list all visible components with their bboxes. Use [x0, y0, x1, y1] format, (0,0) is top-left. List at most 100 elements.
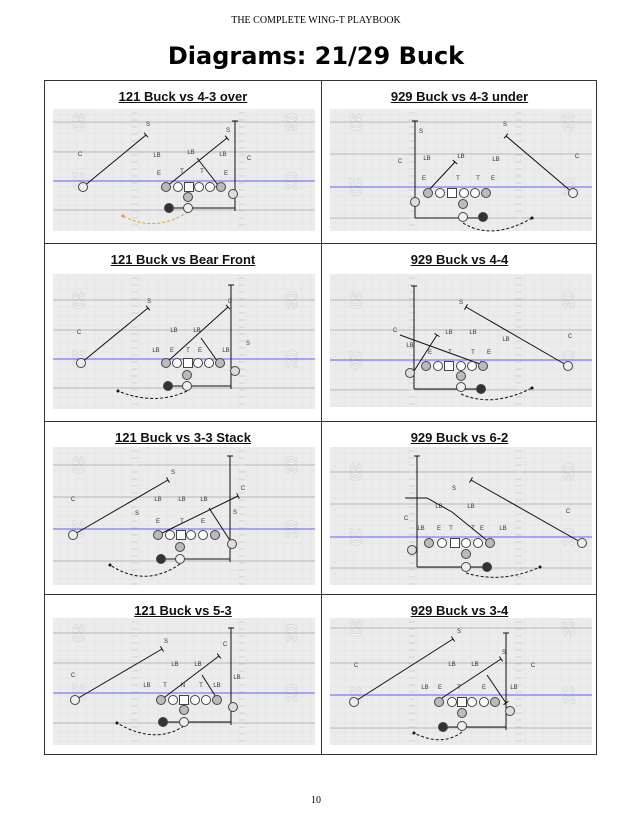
defender-label: LB [143, 683, 150, 689]
field-background [330, 109, 592, 231]
center-player [444, 361, 454, 371]
halfback-player [482, 562, 492, 572]
defender-label: LB [233, 675, 240, 681]
lineman-player [470, 188, 480, 198]
lineman-player [186, 530, 196, 540]
defender-label: LB [435, 504, 442, 510]
blocking-route [80, 307, 149, 364]
yard-number: 30 [69, 291, 86, 309]
block-tee [464, 304, 468, 310]
defender-label: T [163, 683, 167, 689]
lineman-player [424, 538, 434, 548]
center-player [176, 530, 186, 540]
blocking-route [413, 334, 438, 372]
wingback-player [410, 197, 420, 207]
defender-label: LB [492, 157, 499, 163]
lineman-player [165, 530, 175, 540]
arrow-head-icon [116, 389, 120, 393]
block-tee [166, 477, 170, 483]
lineman-player [212, 695, 222, 705]
motion-path [116, 722, 185, 736]
lineman-player [173, 182, 183, 192]
blocking-route [399, 334, 481, 365]
diagram-grid: 121 Buck vs 4-3 over 30 30 20 20 S S C LB LB LB C E T… [44, 80, 597, 755]
center-player [183, 358, 193, 368]
quarterback-player [458, 199, 468, 209]
defender-label: S [419, 129, 423, 135]
yard-number: 30 [561, 619, 578, 637]
halfback-player [163, 381, 173, 391]
defender-label: E [201, 519, 205, 525]
halfback-player [158, 717, 168, 727]
split-end-player [78, 182, 88, 192]
defender-label: E [156, 519, 160, 525]
lineman-player [481, 188, 491, 198]
block-tee [160, 646, 164, 652]
lineman-player [459, 188, 469, 198]
defender-label: C [71, 497, 76, 503]
play-diagram: 121 Buck vs 5-3 30 30 20 20 S C C LB LB LB LB T N T LB [45, 594, 321, 755]
defender-label: LB [423, 156, 430, 162]
defender-label: C [575, 154, 580, 160]
defender-label: C [78, 152, 83, 158]
fullback-player [182, 381, 192, 391]
lineman-player [434, 697, 444, 707]
block-tee [498, 656, 504, 662]
blocking-route [353, 638, 454, 703]
field-diagram: 30302020SCCLBLBLBETELBS [53, 274, 315, 409]
defender-label: S [503, 122, 507, 128]
arrow-head-icon [121, 214, 125, 218]
lineman-player [485, 538, 495, 548]
quarterback-player [457, 708, 467, 718]
defender-label: S [164, 639, 168, 645]
defender-label: T [456, 176, 460, 182]
block-tee [503, 133, 509, 139]
lineman-player [447, 697, 457, 707]
defender-label: LB [178, 497, 185, 503]
lineman-player [193, 358, 203, 368]
defender-label: S [171, 470, 175, 476]
defender-label: LB [445, 330, 452, 336]
defender-label: S [452, 486, 456, 492]
blocking-route [486, 674, 507, 704]
defender-label: E [422, 176, 426, 182]
arrow-head-icon [530, 386, 534, 390]
defender-label: T [180, 519, 184, 525]
blocking-route [82, 134, 147, 188]
defender-label: LB [467, 504, 474, 510]
defender-label: T [180, 169, 184, 175]
fullback-player [183, 203, 193, 213]
lineman-player [172, 358, 182, 368]
halfback-player [164, 203, 174, 213]
defender-label: T [199, 683, 203, 689]
fullback-player [456, 382, 466, 392]
blocking-route [72, 479, 169, 536]
block-tee [224, 135, 230, 141]
yard-number: 30 [284, 113, 301, 131]
defender-label: S [146, 122, 150, 128]
defender-label: N [181, 683, 185, 689]
arrow-head-icon [115, 721, 119, 725]
yard-number: 30 [346, 113, 363, 131]
block-tee [216, 653, 222, 659]
split-end-player [568, 188, 578, 198]
yard-number: 30 [346, 291, 363, 309]
defender-label: C [566, 509, 571, 515]
play-diagram: 929 Buck vs 6-2 30 30 20 20 S C C LB LB LB E T T E LB [321, 421, 597, 594]
defender-label: LB [213, 683, 220, 689]
blocking-route [201, 674, 217, 698]
defender-label: E [437, 526, 441, 532]
motion-path [462, 217, 533, 232]
lineman-player [461, 538, 471, 548]
yard-number: 30 [561, 291, 578, 309]
lineman-player [198, 530, 208, 540]
wingback-player [407, 545, 417, 555]
blocking-route [160, 655, 220, 701]
defender-label: C [531, 663, 536, 669]
defender-label: T [448, 350, 452, 356]
halfback-player [476, 384, 486, 394]
defender-label: C [568, 334, 573, 340]
lineman-player [161, 182, 171, 192]
